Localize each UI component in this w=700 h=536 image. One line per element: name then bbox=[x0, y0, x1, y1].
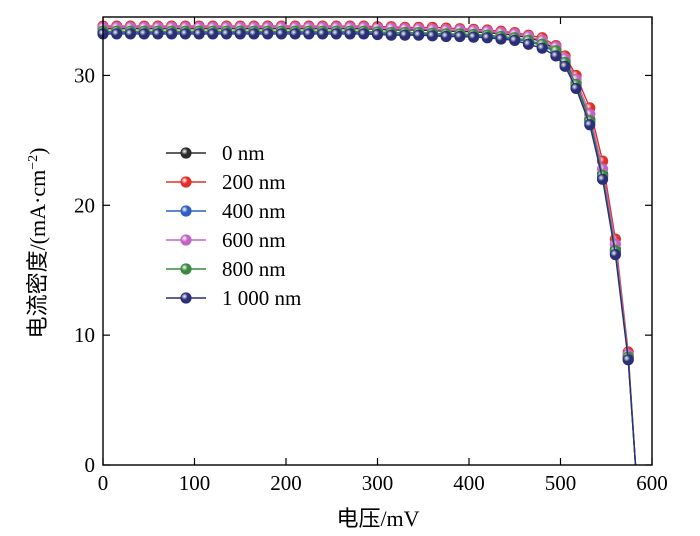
data-point bbox=[330, 28, 342, 40]
legend-label: 800 nm bbox=[222, 257, 286, 281]
data-point bbox=[316, 28, 329, 40]
axes: 0 100 200 300 400 500 600 0 10 20 30 bbox=[74, 16, 668, 495]
y-tick-label: 10 bbox=[74, 323, 95, 347]
data-point bbox=[454, 30, 466, 43]
legend-marker bbox=[180, 292, 192, 304]
y-tick-label: 30 bbox=[74, 63, 95, 87]
data-point bbox=[570, 82, 582, 95]
legend-marker bbox=[180, 263, 192, 275]
legend: 0 nm 200 nm 400 nm 600 nm 800 nm 1 000 nm bbox=[166, 141, 301, 310]
series-600nm bbox=[97, 21, 637, 466]
data-point bbox=[509, 34, 521, 46]
data-point bbox=[385, 29, 397, 41]
data-point bbox=[609, 249, 622, 261]
legend-label: 400 nm bbox=[222, 199, 286, 223]
legend-item: 800 nm bbox=[166, 257, 286, 281]
data-point bbox=[207, 28, 219, 40]
series-line bbox=[103, 28, 637, 466]
data-point bbox=[550, 50, 562, 62]
data-point bbox=[262, 28, 274, 40]
data-point bbox=[426, 30, 438, 42]
y-axis-title: 电流密度/(mA·cm−2) bbox=[25, 148, 50, 339]
x-tick-label: 100 bbox=[179, 471, 211, 495]
y-axis-title-main: 电流密度/(mA·cm bbox=[25, 170, 50, 339]
series-line bbox=[103, 30, 637, 466]
data-point bbox=[358, 28, 370, 40]
series-0nm bbox=[97, 23, 637, 466]
x-tick-label: 400 bbox=[453, 471, 485, 495]
data-point bbox=[440, 30, 452, 43]
legend-item: 1 000 nm bbox=[166, 286, 301, 310]
series-200nm bbox=[97, 20, 637, 466]
y-axis-title-superscript: −2 bbox=[26, 155, 41, 170]
data-point bbox=[303, 28, 315, 40]
data-point bbox=[234, 28, 246, 40]
y-tick-label: 20 bbox=[74, 193, 95, 217]
series-800nm bbox=[97, 25, 637, 466]
legend-label: 200 nm bbox=[222, 170, 286, 194]
data-point bbox=[596, 173, 609, 185]
data-point bbox=[495, 33, 507, 45]
data-point bbox=[275, 28, 288, 40]
data-point bbox=[248, 28, 260, 40]
legend-item: 400 nm bbox=[166, 199, 286, 223]
data-point bbox=[152, 28, 164, 40]
data-point bbox=[166, 28, 178, 40]
x-tick-label: 200 bbox=[270, 471, 302, 495]
data-point bbox=[179, 28, 191, 40]
plot-area bbox=[97, 20, 637, 466]
y-axis-title-close: ) bbox=[25, 148, 50, 155]
series-1000nm bbox=[97, 28, 637, 466]
data-point bbox=[124, 28, 137, 40]
data-point bbox=[622, 354, 634, 366]
series-400nm bbox=[97, 26, 637, 466]
legend-label: 0 nm bbox=[222, 141, 265, 165]
data-point bbox=[559, 60, 571, 72]
legend-marker bbox=[180, 147, 192, 159]
legend-label: 1 000 nm bbox=[222, 286, 301, 310]
data-point bbox=[371, 28, 384, 41]
series-line bbox=[103, 26, 637, 466]
y-tick-label: 0 bbox=[85, 453, 96, 477]
data-point bbox=[220, 28, 233, 40]
data-point bbox=[289, 28, 301, 40]
data-point bbox=[138, 28, 150, 40]
legend-label: 600 nm bbox=[222, 228, 286, 252]
legend-marker bbox=[180, 176, 192, 188]
data-point bbox=[193, 28, 205, 40]
data-point bbox=[467, 31, 480, 43]
legend-item: 600 nm bbox=[166, 228, 286, 252]
data-point bbox=[522, 38, 535, 50]
legend-marker bbox=[180, 205, 192, 217]
legend-marker bbox=[180, 234, 192, 246]
data-point bbox=[344, 28, 356, 40]
x-tick-label: 600 bbox=[636, 471, 668, 495]
series-line bbox=[103, 25, 637, 466]
series-line bbox=[103, 33, 637, 466]
data-point bbox=[111, 28, 123, 40]
legend-item: 0 nm bbox=[166, 141, 265, 165]
data-point bbox=[584, 119, 596, 131]
x-axis-title: 电压/mV bbox=[336, 506, 419, 531]
data-point bbox=[481, 32, 493, 44]
legend-item: 200 nm bbox=[166, 170, 286, 194]
data-point bbox=[413, 29, 425, 41]
x-tick-label: 0 bbox=[98, 471, 109, 495]
x-tick-label: 500 bbox=[545, 471, 577, 495]
x-tick-label: 300 bbox=[362, 471, 394, 495]
data-point bbox=[536, 42, 548, 54]
series-line bbox=[103, 31, 637, 466]
data-point bbox=[399, 29, 411, 41]
